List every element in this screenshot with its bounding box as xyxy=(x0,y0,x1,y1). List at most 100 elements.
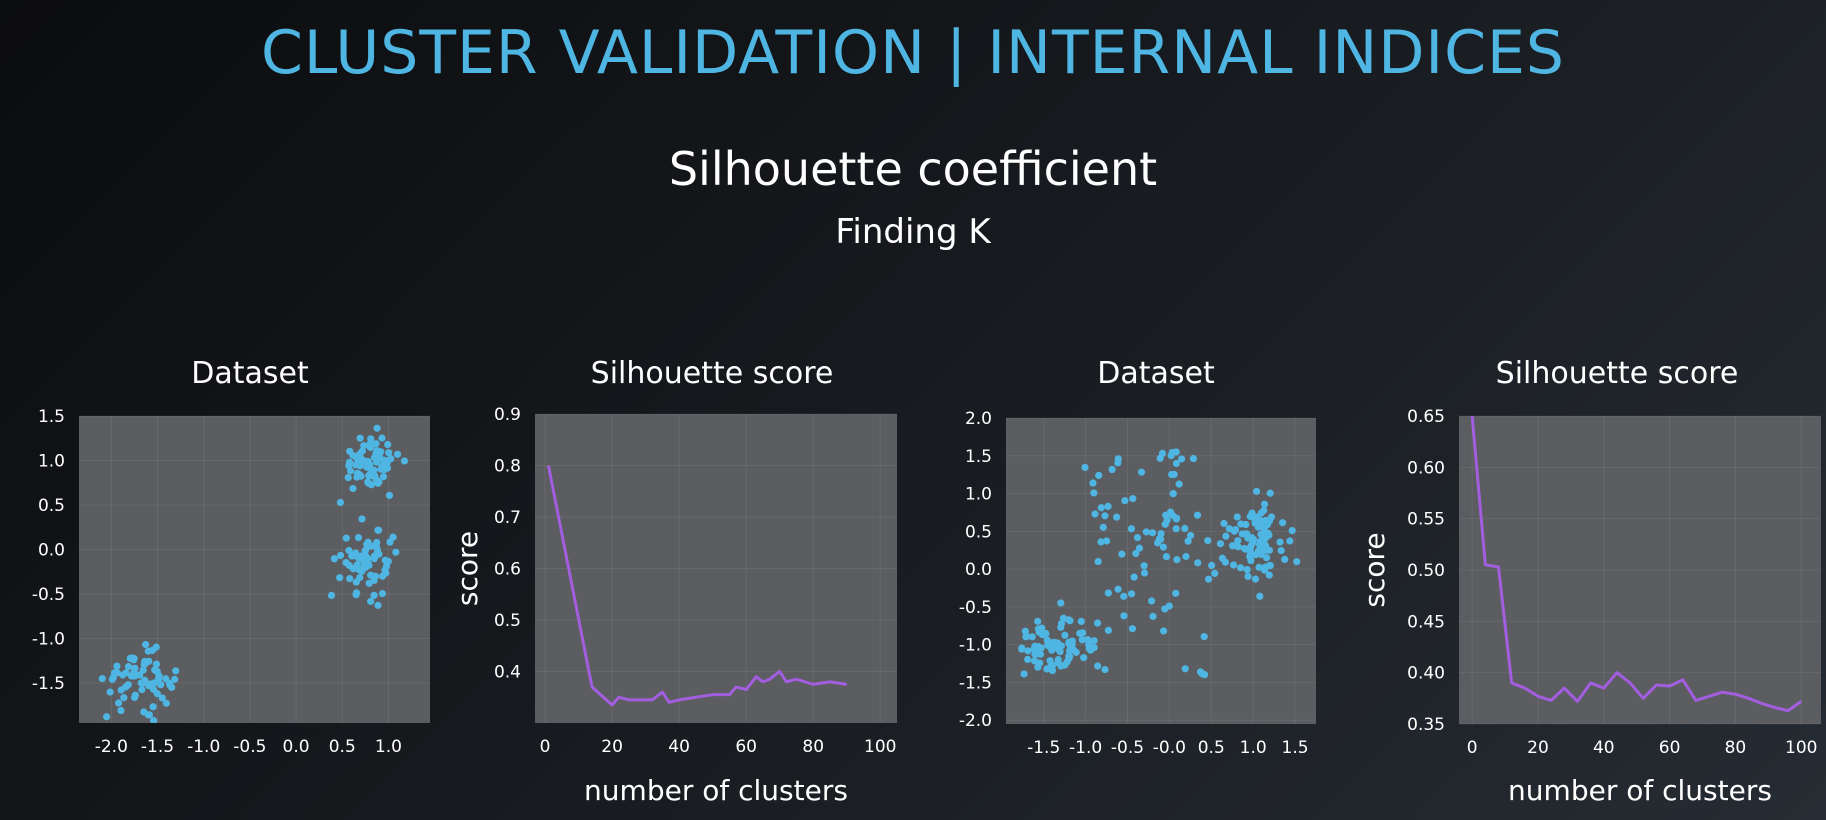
scatter-point xyxy=(372,440,380,448)
scatter-point xyxy=(1248,534,1256,542)
scatter-point xyxy=(360,558,368,566)
scatter-point xyxy=(361,547,369,556)
scatter-point xyxy=(1099,523,1107,531)
scatter-point xyxy=(1281,555,1289,564)
scatter-point xyxy=(1186,531,1195,540)
y-tick-label: 1.0 xyxy=(38,451,65,471)
scatter-point xyxy=(1204,537,1212,545)
scatter-point xyxy=(1033,650,1041,658)
scatter-point xyxy=(1172,459,1180,468)
y-tick-label: -1.0 xyxy=(959,636,992,656)
scatter-point xyxy=(1181,665,1189,673)
scatter-point xyxy=(353,561,361,569)
scatter-point xyxy=(1108,465,1116,474)
scatter-point xyxy=(1037,644,1045,652)
scatter-point xyxy=(1128,625,1137,633)
scatter-point xyxy=(1137,468,1146,476)
x-tick-label: -0.5 xyxy=(233,737,266,757)
scatter-point xyxy=(140,708,148,716)
scatter-point xyxy=(1172,515,1181,523)
x-tick-label: 60 xyxy=(735,737,757,757)
x-tick-label: -1.0 xyxy=(187,737,220,757)
scatter-point xyxy=(149,703,157,711)
scatter-point xyxy=(1234,537,1242,545)
y-tick-label: 0.55 xyxy=(1407,510,1445,530)
slide-title: CLUSTER VALIDATION | INTERNAL INDICES xyxy=(260,18,1565,88)
scatter-point xyxy=(1090,644,1098,652)
scatter-point xyxy=(172,667,180,675)
scatter-point xyxy=(1101,665,1109,674)
scatter-point xyxy=(1229,561,1238,569)
scatter-point xyxy=(1257,509,1265,517)
scatter-point xyxy=(352,591,360,599)
scatter-point xyxy=(1024,647,1032,655)
scatter-point xyxy=(1194,559,1202,567)
chart-title: Silhouette score xyxy=(591,356,834,391)
scatter-point xyxy=(1261,566,1269,574)
scatter-point xyxy=(1104,626,1112,634)
y-tick-label: 0.60 xyxy=(1407,458,1445,478)
x-tick-label: 40 xyxy=(668,737,690,757)
scatter-point xyxy=(373,424,381,432)
scatter-point xyxy=(1251,575,1260,583)
scatter-point xyxy=(152,667,161,675)
scatter-point xyxy=(367,435,375,443)
y-tick-label: 0.5 xyxy=(38,496,65,516)
plot-area xyxy=(1459,416,1821,724)
scatter-point xyxy=(387,455,395,463)
scatter-point xyxy=(1154,539,1162,547)
scatter-point xyxy=(152,660,161,668)
y-tick-label: -0.5 xyxy=(32,585,65,605)
y-tick-label: 0.7 xyxy=(494,508,521,528)
chart-4: Silhouette score 0 20 40 60 80 100 0.35 0.40 0.45… xyxy=(1358,356,1821,807)
scatter-point xyxy=(370,454,378,462)
scatter-point xyxy=(1255,563,1263,571)
scatter-point xyxy=(330,555,339,563)
x-tick-label: -1.0 xyxy=(1069,738,1102,758)
scatter-point xyxy=(1173,556,1181,564)
scatter-point xyxy=(144,647,152,655)
scatter-point xyxy=(352,578,360,586)
scatter-point xyxy=(1043,665,1051,673)
scatter-point xyxy=(1172,525,1180,533)
scatter-point xyxy=(1181,524,1189,533)
y-tick-label: -1.0 xyxy=(32,629,65,649)
scatter-point xyxy=(1220,519,1228,528)
scatter-point xyxy=(1089,479,1097,487)
scatter-point xyxy=(1263,554,1271,562)
scatter-point xyxy=(1065,652,1073,660)
scatter-point xyxy=(131,691,139,699)
slide-subsubtitle: Finding K xyxy=(835,212,991,252)
scatter-point xyxy=(1097,504,1105,512)
y-tick-label: 1.5 xyxy=(965,447,992,467)
scatter-point xyxy=(1067,643,1075,651)
scatter-point xyxy=(1077,617,1085,625)
scatter-point xyxy=(367,471,375,480)
scatter-point xyxy=(1254,547,1263,555)
scatter-point xyxy=(1034,617,1042,625)
y-tick-label: -0.5 xyxy=(959,598,992,618)
scatter-point xyxy=(1054,645,1062,653)
x-tick-label: -1.5 xyxy=(141,737,174,757)
scatter-point xyxy=(349,484,357,493)
y-tick-label: 0.5 xyxy=(965,522,992,542)
scatter-point xyxy=(165,679,174,687)
scatter-point xyxy=(1247,557,1255,565)
plot-area xyxy=(535,414,897,723)
scatter-point xyxy=(342,534,350,542)
scatter-point xyxy=(1140,562,1148,570)
scatter-point xyxy=(119,671,127,679)
y-tick-label: 1.0 xyxy=(965,485,992,505)
x-tick-label: 60 xyxy=(1659,738,1681,758)
x-tick-label: 20 xyxy=(1527,738,1549,758)
x-tick-label: 80 xyxy=(1725,738,1747,758)
scatter-point xyxy=(1208,561,1216,570)
series-line xyxy=(1470,416,1803,713)
scatter-point xyxy=(384,440,392,449)
y-tick-label: 2.0 xyxy=(965,409,992,429)
scatter-point xyxy=(98,674,106,683)
x-tick-label: -1.5 xyxy=(1027,738,1060,758)
scatter-point xyxy=(1218,554,1227,562)
scatter-point xyxy=(162,699,170,707)
